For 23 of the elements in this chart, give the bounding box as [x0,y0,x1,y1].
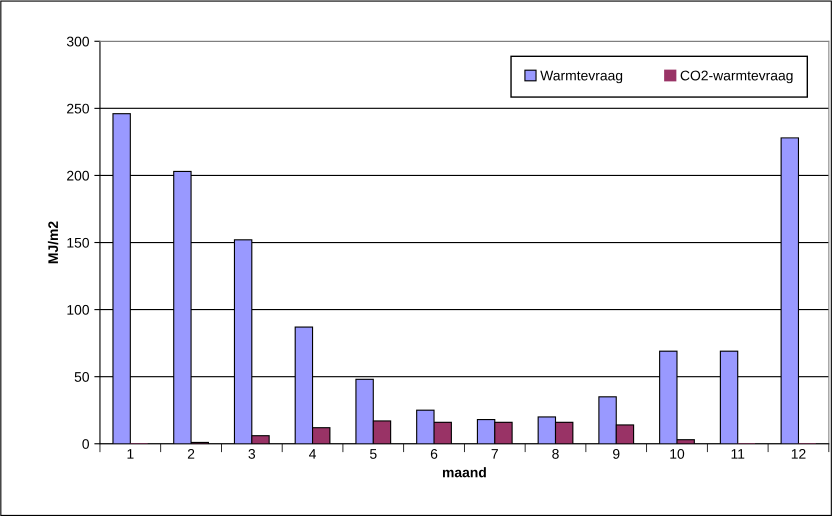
x-tick-label: 7 [492,449,498,459]
x-tick-label: 2 [188,448,194,459]
x-tick-label: 12 [792,448,806,459]
x-axis-title: maand [442,467,486,478]
y-tick-label: 50 [74,372,89,382]
y-tick-label: 300 [66,36,89,46]
y-tick-label: 100 [67,304,89,315]
x-tick-label: 8 [552,448,559,459]
y-axis-title: MJ/m2 [48,221,58,264]
x-tick-label: 9 [613,448,620,459]
y-tick-label: 150 [67,238,89,248]
x-tick-label: 6 [430,448,438,459]
x-tick-label: 3 [248,448,256,459]
y-tick-label: 200 [67,170,89,181]
legend-label: CO2-warmtevraag [680,70,793,84]
legend-label: Warmtevraag [540,70,622,84]
x-tick-label: 4 [309,449,316,459]
y-tick-label: 0 [82,439,89,449]
x-tick-label: 5 [370,449,377,459]
y-tick-label: 250 [67,104,89,114]
x-tick-label: 1 [128,449,134,459]
x-tick-label: 10 [670,448,684,459]
x-tick-label: 11 [732,449,744,459]
